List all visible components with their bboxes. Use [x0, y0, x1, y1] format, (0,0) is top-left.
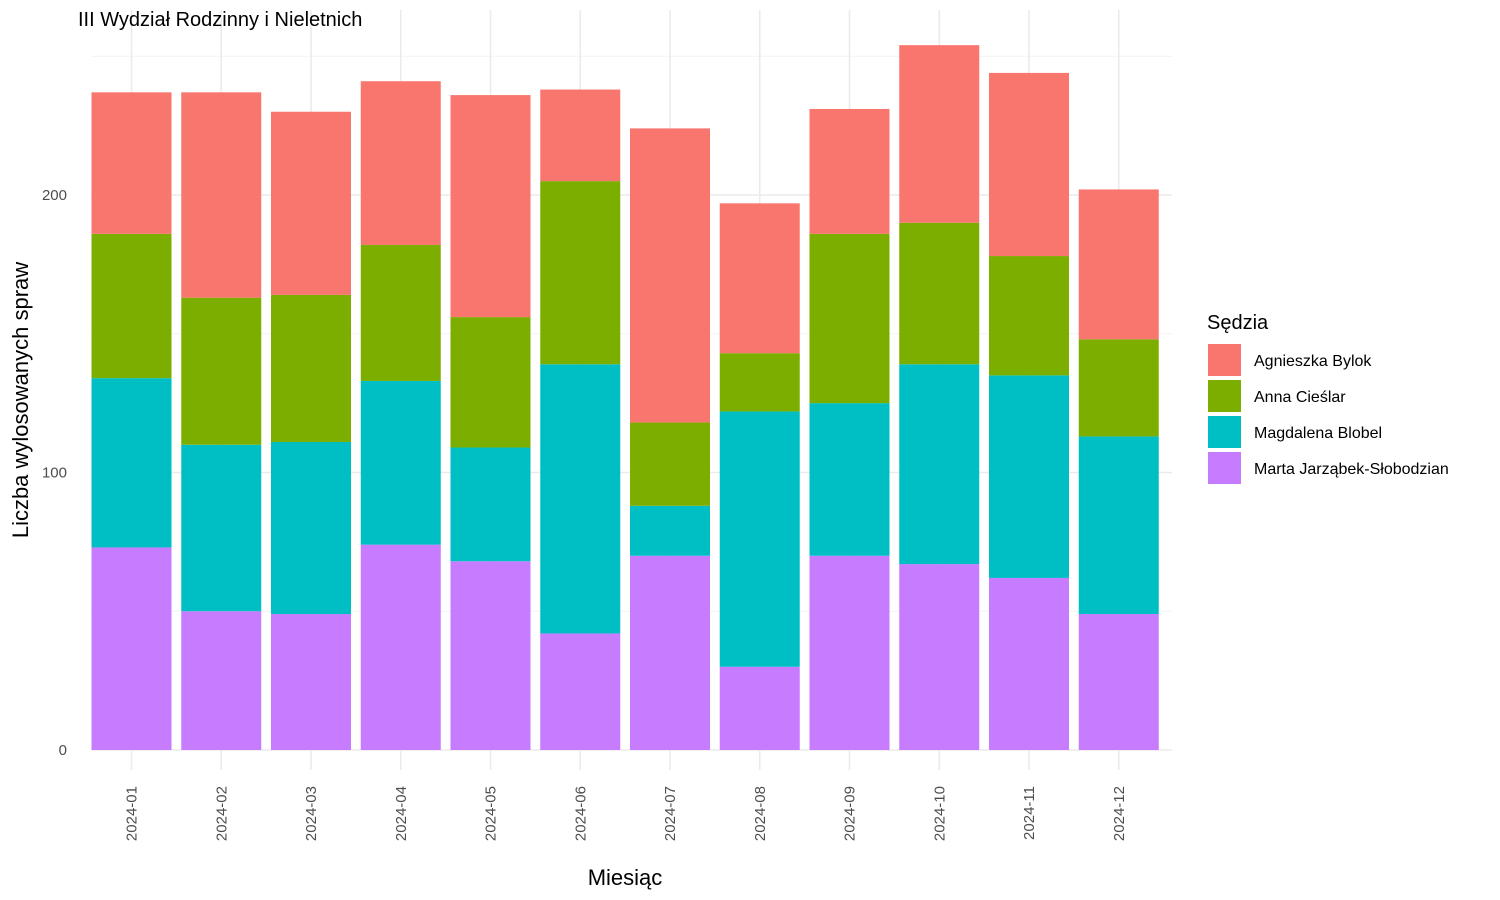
- bar-segment: [271, 441, 351, 615]
- x-tick-label: 2024-10: [931, 786, 948, 841]
- legend-label: Magdalena Blobel: [1254, 425, 1382, 442]
- bar-segment: [360, 380, 441, 545]
- y-tick-label: 200: [42, 187, 67, 204]
- bar-segment: [989, 375, 1069, 578]
- bar-segment: [360, 544, 441, 750]
- bar-segment: [1078, 339, 1159, 437]
- bar-segment: [989, 72, 1069, 257]
- legend-items: Agnieszka Bylok Anna Cieślar Magdalena Blo…: [1208, 344, 1449, 484]
- bar-segment: [540, 181, 621, 365]
- bar-segment: [989, 577, 1069, 750]
- y-tick-label: 100: [42, 465, 67, 482]
- y-tick-label: 0: [59, 742, 67, 759]
- bar-segment: [91, 547, 172, 750]
- bar-segment: [450, 447, 531, 562]
- bar-segment: [809, 555, 890, 750]
- bars: [91, 45, 1159, 750]
- bar-segment: [540, 364, 621, 634]
- x-tick-label: 2024-04: [393, 786, 410, 841]
- legend-swatch: [1208, 344, 1241, 376]
- chart-title: III Wydział Rodzinny i Nieletnich: [78, 9, 362, 31]
- bar-segment: [540, 633, 621, 750]
- x-tick-label: 2024-03: [303, 786, 320, 841]
- bar-segment: [719, 353, 800, 412]
- bar-segment: [809, 403, 890, 556]
- x-tick-label: 2024-06: [572, 786, 589, 841]
- x-tick-label: 2024-01: [124, 786, 141, 841]
- y-axis-ticks: 0 100 200: [42, 187, 67, 759]
- bar-segment: [630, 505, 710, 556]
- legend-label: Marta Jarząbek-Słobodzian: [1254, 461, 1449, 478]
- bar-segment: [899, 564, 980, 750]
- x-tick-label: 2024-12: [1111, 786, 1128, 841]
- bar-segment: [899, 45, 980, 223]
- x-tick-label: 2024-02: [213, 786, 230, 841]
- bar-segment: [989, 256, 1069, 376]
- bar-segment: [809, 233, 890, 404]
- bar-segment: [181, 297, 262, 445]
- bar-segment: [809, 108, 890, 234]
- bar-segment: [181, 611, 262, 750]
- bar-segment: [450, 561, 531, 750]
- bar-segment: [360, 81, 441, 245]
- bar-segment: [271, 614, 351, 750]
- x-axis-title: Miesiąc: [588, 865, 663, 890]
- bar-segment: [181, 92, 262, 298]
- bar-segment: [719, 666, 800, 750]
- legend: Sędzia Agnieszka Bylok Anna Cieślar Magdal…: [1207, 312, 1449, 484]
- legend-swatch: [1208, 380, 1241, 412]
- legend-swatch: [1208, 452, 1241, 484]
- legend-swatch: [1208, 416, 1241, 448]
- bar-segment: [630, 555, 710, 750]
- bar-segment: [1078, 436, 1159, 615]
- bar-segment: [271, 111, 351, 295]
- legend-label: Anna Cieślar: [1254, 389, 1346, 406]
- bar-segment: [540, 89, 621, 182]
- bar-segment: [181, 444, 262, 612]
- bar-segment: [719, 203, 800, 354]
- bar-segment: [360, 244, 441, 381]
- bar-segment: [1078, 189, 1159, 340]
- bar-segment: [1078, 614, 1159, 750]
- bar-segment: [630, 422, 710, 506]
- bar-segment: [450, 95, 531, 318]
- bar-segment: [719, 411, 800, 667]
- bar-segment: [91, 92, 172, 234]
- bar-segment: [899, 222, 980, 365]
- legend-label: Agnieszka Bylok: [1254, 353, 1372, 370]
- x-tick-label: 2024-07: [662, 786, 679, 841]
- bar-segment: [91, 233, 172, 379]
- x-axis-ticks: 2024-01 2024-02 2024-03 2024-04 2024-05 2024-…: [124, 786, 1128, 841]
- y-axis-title: Liczba wylosowanych spraw: [8, 262, 33, 538]
- bar-segment: [271, 294, 351, 442]
- bar-segment: [450, 317, 531, 448]
- bar-segment: [899, 364, 980, 565]
- x-tick-label: 2024-05: [483, 786, 500, 841]
- x-tick-label: 2024-08: [752, 786, 769, 841]
- bar-segment: [91, 378, 172, 548]
- bar-segment: [630, 128, 710, 423]
- legend-title: Sędzia: [1207, 312, 1269, 334]
- x-tick-label: 2024-11: [1021, 786, 1038, 840]
- x-tick-label: 2024-09: [842, 786, 859, 841]
